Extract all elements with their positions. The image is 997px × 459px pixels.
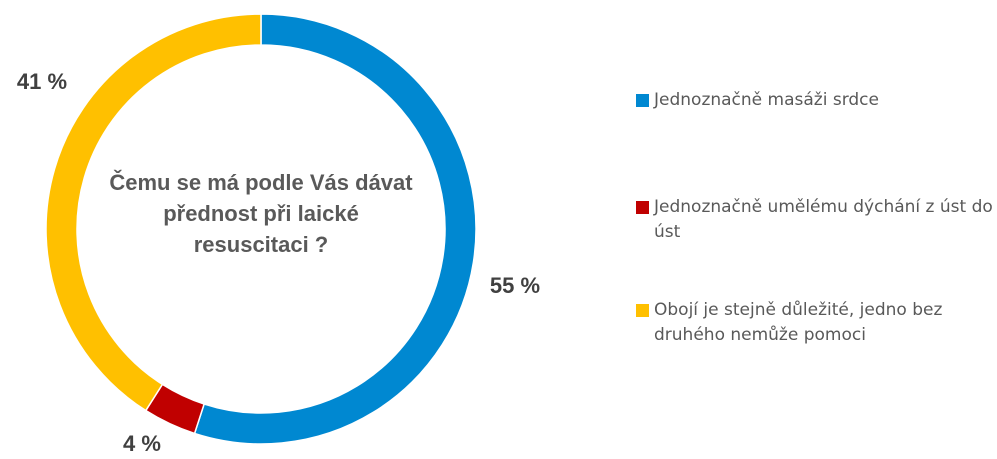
legend-item: Jednoznačně masáži srdce [636, 88, 997, 113]
legend-item: Obojí je stejně důležité, jedno bez druh… [636, 298, 997, 348]
legend-label: Obojí je stejně důležité, jedno bez druh… [654, 300, 943, 345]
data-label: 55 % [490, 273, 540, 298]
legend-swatch [636, 304, 649, 317]
legend-swatch [636, 201, 649, 214]
legend-label: Jednoznačně umělému dýchání z úst do úst [654, 197, 993, 242]
donut-slice [45, 13, 262, 412]
data-label: 41 % [17, 69, 67, 94]
chart-title: Čemu se má podle Vás dávat přednost při … [109, 170, 413, 257]
legend-item: Jednoznačně umělému dýchání z úst do úst [636, 195, 997, 245]
data-label: 4 % [123, 431, 161, 456]
legend-label: Jednoznačně masáži srdce [654, 90, 879, 110]
legend-swatch [636, 94, 649, 107]
